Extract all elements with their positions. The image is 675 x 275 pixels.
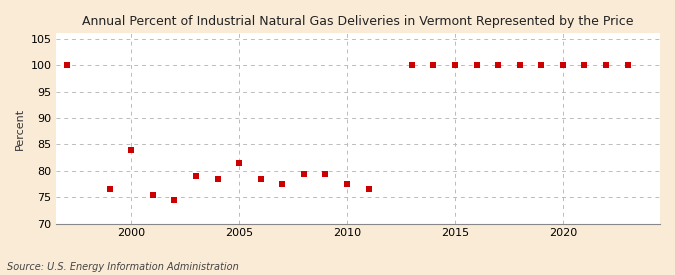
Point <box>428 63 439 67</box>
Point <box>493 63 504 67</box>
Text: Source: U.S. Energy Information Administration: Source: U.S. Energy Information Administ… <box>7 262 238 272</box>
Point <box>169 198 180 202</box>
Point <box>190 174 201 178</box>
Point <box>622 63 633 67</box>
Point <box>342 182 352 186</box>
Point <box>514 63 525 67</box>
Point <box>255 177 266 181</box>
Point <box>471 63 482 67</box>
Point <box>298 171 309 176</box>
Point <box>277 182 288 186</box>
Point <box>450 63 460 67</box>
Point <box>234 161 244 165</box>
Point <box>536 63 547 67</box>
Point <box>104 187 115 192</box>
Point <box>61 63 72 67</box>
Title: Annual Percent of Industrial Natural Gas Deliveries in Vermont Represented by th: Annual Percent of Industrial Natural Gas… <box>82 15 634 28</box>
Y-axis label: Percent: Percent <box>15 108 25 150</box>
Point <box>147 192 158 197</box>
Point <box>558 63 568 67</box>
Point <box>406 63 417 67</box>
Point <box>212 177 223 181</box>
Point <box>579 63 590 67</box>
Point <box>363 187 374 192</box>
Point <box>601 63 612 67</box>
Point <box>320 171 331 176</box>
Point <box>126 148 136 152</box>
